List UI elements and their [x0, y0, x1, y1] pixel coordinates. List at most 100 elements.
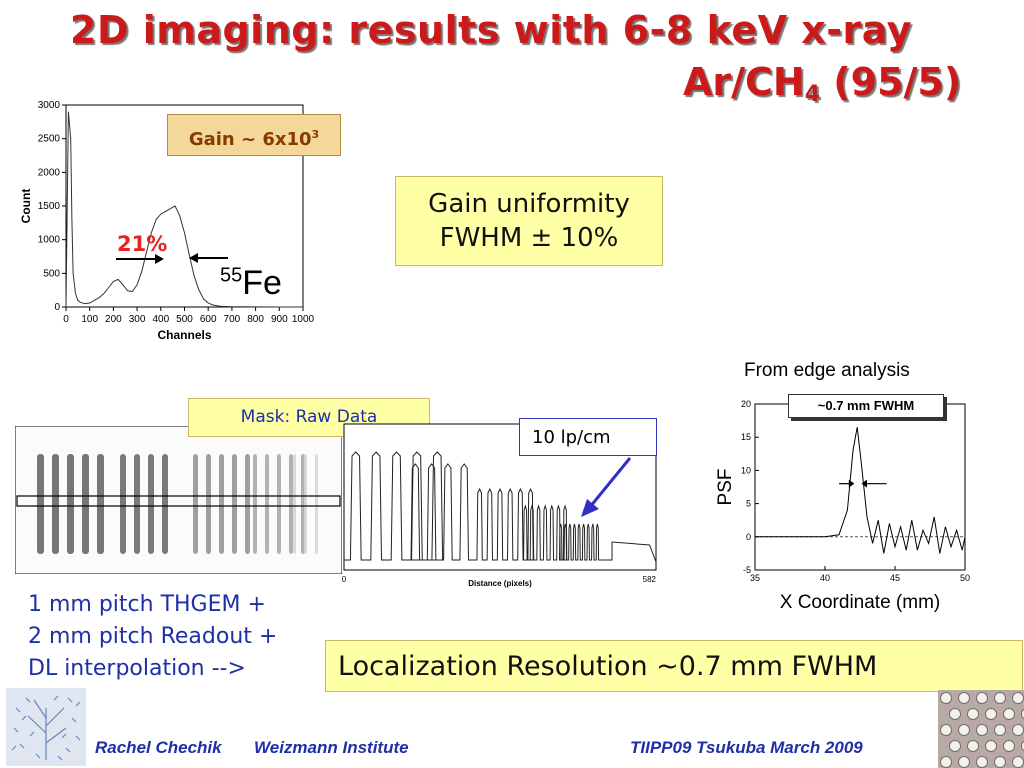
x-tick-label: 45	[890, 573, 900, 583]
plot-frame	[343, 423, 657, 571]
x-tick-label: 50	[960, 573, 970, 583]
fwhm-arrow-left-head	[848, 479, 855, 488]
fwhm-arrows	[116, 253, 228, 264]
mask-bar	[148, 454, 154, 554]
mask-bar	[82, 454, 89, 554]
x-axis-label: Channels	[157, 328, 211, 342]
x-tick-label: 400	[152, 314, 169, 325]
x-tick-label: 35	[750, 573, 760, 583]
hole	[994, 756, 1006, 768]
hole	[958, 756, 970, 768]
pitch-line-1: 1 mm pitch THGEM +	[28, 592, 266, 617]
edge-analysis-label: From edge analysis	[744, 360, 910, 381]
hole	[1021, 740, 1024, 752]
footer-institute: Weizmann Institute	[254, 738, 409, 757]
y-tick-label: 2000	[38, 167, 61, 178]
y-tick-label: 0	[746, 532, 751, 542]
mask-bar	[293, 454, 296, 554]
y-tick-label: 15	[741, 432, 751, 442]
fwhm-badge: ~0.7 mm FWHM	[788, 394, 944, 418]
mask-bar	[52, 454, 59, 554]
isotope-label: 55Fe	[220, 264, 282, 302]
hole	[1003, 740, 1015, 752]
y-tick-label: 10	[741, 465, 751, 475]
psf-line	[755, 427, 966, 554]
y-tick-label: 0	[54, 302, 60, 313]
mask-bar	[253, 454, 257, 554]
hole	[976, 724, 988, 736]
gain-uniformity-box: Gain uniformity FWHM ± 10%	[395, 176, 663, 266]
footer-conference: TIIPP09 Tsukuba March 2009	[630, 738, 863, 757]
mask-bar	[97, 454, 104, 554]
mask-bar	[120, 454, 126, 554]
x-tick-label: 300	[129, 314, 146, 325]
slide-subtitle: Ar/CH4 (95/5)	[683, 60, 962, 107]
hole	[958, 724, 970, 736]
x-tick-label: 700	[224, 314, 241, 325]
mask-bar	[289, 454, 293, 554]
fwhm-arrow-right-head	[861, 479, 867, 488]
pitch-line-3: DL interpolation -->	[28, 656, 246, 681]
profile-line	[344, 451, 657, 563]
mask-bar	[67, 454, 74, 554]
gain-badge: Gain ~ 6x103	[167, 114, 341, 156]
x-tick-label: 40	[820, 573, 830, 583]
plot-frame	[754, 403, 966, 571]
y-tick-label: 3000	[38, 100, 61, 111]
x-tick-label: 800	[247, 314, 264, 325]
lp-arrow	[581, 457, 632, 517]
profile-chart: 0 582 Distance (pixels)	[342, 423, 657, 588]
psf-chart: 35 40 45 50 -5 0 5 10 15 20 X Coordinate (mm) PSF	[715, 399, 970, 613]
hole	[994, 724, 1006, 736]
footer-author: Rachel Chechik	[95, 738, 222, 757]
spectrum-line	[65, 111, 303, 308]
mask-raw-image	[15, 426, 342, 574]
thgem-photo	[938, 690, 1024, 768]
hole	[940, 692, 952, 704]
x-tick-label: 500	[176, 314, 193, 325]
y-tick-label: 1500	[38, 201, 61, 212]
y-axis-label: Count	[19, 189, 33, 224]
x-tick-label: 0	[342, 575, 347, 584]
localization-box: Localization Resolution ~0.7 mm FWHM	[325, 640, 1023, 692]
x-tick-label: 582	[643, 575, 657, 584]
x-axis-label: Distance (pixels)	[468, 579, 532, 588]
hole	[949, 740, 961, 752]
mask-bar	[315, 454, 318, 554]
mask-bar	[206, 454, 211, 554]
pitch-line-2: 2 mm pitch Readout +	[28, 624, 278, 649]
mask-bar	[162, 454, 168, 554]
mask-bar	[265, 454, 269, 554]
lp-callout: 10 lp/cm	[519, 418, 657, 456]
resolution-label: 21%	[117, 232, 168, 256]
x-tick-label: 900	[271, 314, 288, 325]
mask-bar	[232, 454, 237, 554]
y-tick-label: 1000	[38, 235, 61, 246]
y-tick-label: 5	[746, 499, 751, 509]
y-axis-label: PSF	[715, 469, 736, 506]
hole	[940, 724, 952, 736]
mask-bar	[245, 454, 250, 554]
y-tick-label: 20	[741, 399, 751, 409]
mask-bar	[193, 454, 198, 554]
hole	[985, 708, 997, 720]
y-tick-label: 2500	[38, 134, 61, 145]
hole	[1012, 692, 1024, 704]
hole	[994, 692, 1006, 704]
hole	[949, 708, 961, 720]
mask-bar	[37, 454, 44, 554]
spectrum-chart: 0 100 200 300 400 500 600 700 800 900 1000 0 500 1000…	[19, 100, 315, 342]
hole	[1003, 708, 1015, 720]
mask-bar	[304, 454, 307, 554]
x-tick-label: 600	[200, 314, 217, 325]
mask-bar	[219, 454, 224, 554]
hole	[967, 740, 979, 752]
x-tick-label: 200	[105, 314, 122, 325]
y-tick-label: 500	[43, 268, 60, 279]
x-tick-label: 0	[63, 314, 69, 325]
hole	[985, 740, 997, 752]
mask-bar	[134, 454, 140, 554]
hole	[976, 756, 988, 768]
x-tick-label: 1000	[292, 314, 315, 325]
roi-band	[16, 495, 341, 507]
